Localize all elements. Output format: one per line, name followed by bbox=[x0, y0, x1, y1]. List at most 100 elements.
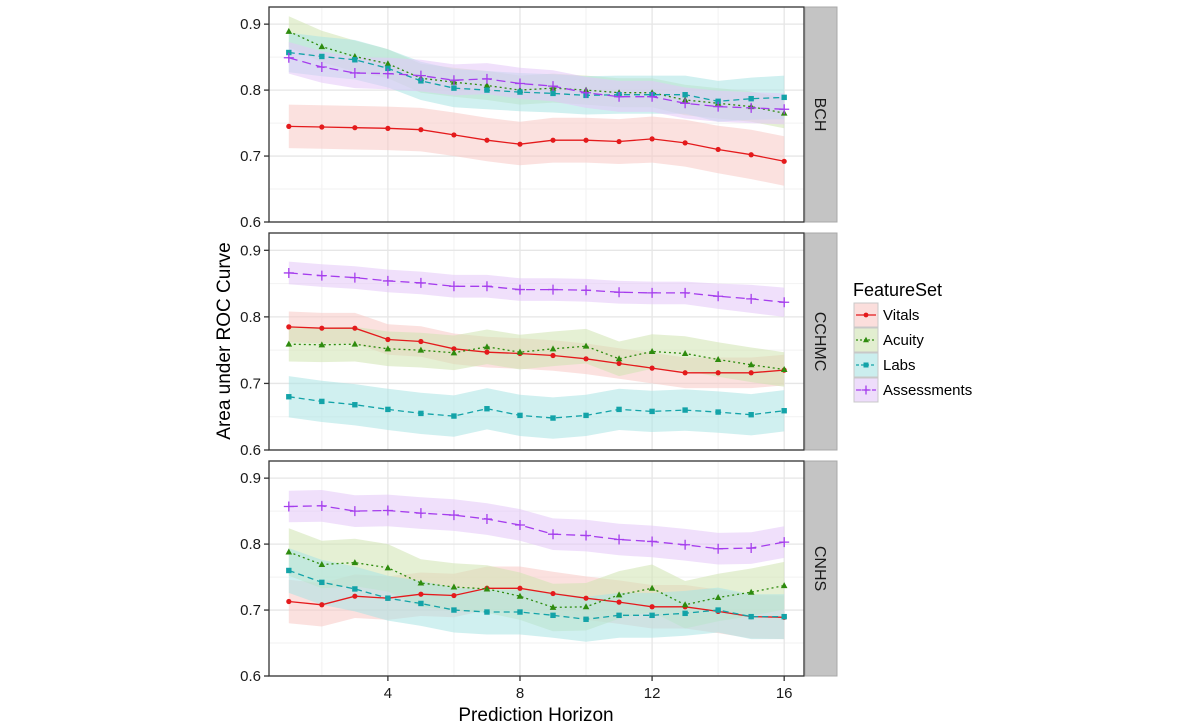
data-point-labs bbox=[517, 609, 523, 615]
data-point-vitals bbox=[451, 132, 457, 138]
data-point-acuity bbox=[285, 340, 293, 347]
series-assessments bbox=[283, 500, 790, 554]
data-point-acuity bbox=[780, 365, 788, 372]
data-point-assessments bbox=[316, 500, 327, 511]
data-point-assessments bbox=[382, 68, 393, 79]
data-point-vitals bbox=[550, 137, 556, 143]
data-point-assessments bbox=[581, 285, 592, 296]
legend-marker bbox=[863, 362, 869, 368]
data-point-labs bbox=[286, 394, 292, 400]
data-point-assessments bbox=[548, 284, 559, 295]
data-point-assessments bbox=[680, 539, 691, 550]
data-point-acuity bbox=[384, 60, 392, 67]
data-point-vitals bbox=[616, 360, 622, 367]
data-point-vitals bbox=[352, 593, 358, 599]
panel-border bbox=[268, 6, 805, 223]
data-point-labs bbox=[583, 412, 589, 419]
data-point-labs bbox=[319, 398, 325, 405]
data-point-vitals bbox=[748, 370, 754, 376]
data-point-assessments bbox=[746, 293, 757, 304]
data-point-labs bbox=[517, 412, 523, 419]
series-acuity bbox=[285, 340, 788, 372]
data-point-labs bbox=[715, 607, 721, 613]
y-tick-label: 0.7 bbox=[240, 602, 261, 619]
data-point-labs bbox=[484, 406, 490, 412]
data-point-vitals bbox=[319, 325, 325, 331]
data-point-labs bbox=[418, 600, 424, 607]
data-point-assessments bbox=[779, 104, 790, 115]
data-point-acuity bbox=[648, 347, 656, 354]
data-point-acuity bbox=[483, 81, 491, 88]
data-point-acuity bbox=[483, 343, 491, 350]
data-point-acuity bbox=[285, 27, 293, 34]
data-point-acuity bbox=[318, 43, 326, 50]
series-vitals bbox=[286, 123, 787, 164]
facet-panel-cchmc: 0.6 0.7 0.8 0.9 CCHMC bbox=[240, 232, 838, 459]
data-point-vitals bbox=[352, 125, 358, 131]
data-point-acuity bbox=[516, 348, 524, 355]
data-point-assessments bbox=[283, 267, 294, 278]
data-point-labs bbox=[715, 98, 721, 105]
data-point-labs bbox=[418, 78, 424, 84]
data-point-acuity bbox=[549, 603, 557, 610]
line-vitals bbox=[288, 125, 785, 162]
data-point-acuity bbox=[384, 564, 392, 571]
ribbon-labs bbox=[288, 376, 785, 439]
data-point-labs bbox=[781, 408, 787, 414]
y-tick-label: 0.6 bbox=[240, 668, 261, 685]
data-point-acuity bbox=[681, 349, 689, 356]
data-point-labs bbox=[616, 612, 622, 619]
data-point-vitals bbox=[649, 365, 655, 371]
data-point-labs bbox=[352, 402, 358, 408]
y-tick-label: 0.9 bbox=[240, 242, 261, 259]
data-point-acuity bbox=[318, 561, 326, 568]
data-point-acuity bbox=[450, 583, 458, 590]
data-point-labs bbox=[517, 89, 523, 95]
data-point-assessments bbox=[415, 508, 426, 519]
data-point-assessments bbox=[680, 287, 691, 298]
data-point-labs bbox=[550, 90, 556, 97]
data-point-labs bbox=[385, 65, 391, 72]
data-point-assessments bbox=[713, 101, 724, 112]
data-point-assessments bbox=[680, 98, 691, 109]
line-labs bbox=[288, 396, 785, 419]
data-point-assessments bbox=[647, 287, 658, 298]
data-point-acuity bbox=[549, 345, 557, 352]
data-point-assessments bbox=[316, 62, 327, 73]
data-point-vitals bbox=[583, 595, 589, 601]
data-point-vitals bbox=[418, 338, 424, 345]
data-point-assessments bbox=[514, 519, 525, 530]
x-tick-label: 8 bbox=[516, 685, 524, 702]
data-point-vitals bbox=[517, 141, 523, 147]
data-point-assessments bbox=[713, 291, 724, 302]
data-point-labs bbox=[451, 607, 457, 613]
data-point-vitals bbox=[319, 602, 325, 608]
data-point-vitals bbox=[715, 370, 721, 376]
data-point-vitals bbox=[517, 585, 523, 591]
y-tick-label: 0.8 bbox=[240, 82, 261, 99]
data-point-assessments bbox=[647, 536, 658, 547]
data-point-vitals bbox=[649, 604, 655, 610]
data-point-labs bbox=[352, 586, 358, 592]
data-point-labs bbox=[319, 579, 325, 586]
legend-item-labs: Labs bbox=[853, 352, 916, 378]
data-point-assessments bbox=[283, 52, 294, 63]
data-point-vitals bbox=[616, 138, 622, 145]
data-point-vitals bbox=[286, 324, 292, 330]
y-axis-title: Area under ROC Curve bbox=[214, 242, 235, 439]
data-point-assessments bbox=[481, 514, 492, 525]
data-point-vitals bbox=[418, 591, 424, 597]
data-point-acuity bbox=[681, 601, 689, 608]
data-point-vitals bbox=[319, 124, 325, 130]
series-assessments bbox=[283, 267, 790, 308]
data-point-vitals bbox=[583, 356, 589, 362]
data-point-vitals bbox=[286, 123, 292, 129]
ribbon-acuity bbox=[288, 326, 785, 387]
data-point-assessments bbox=[614, 91, 625, 102]
data-point-acuity bbox=[450, 349, 458, 356]
data-point-labs bbox=[484, 87, 490, 93]
facet-strip bbox=[804, 232, 838, 451]
facet-panel-bch: 0.6 0.7 0.8 0.9 BCH bbox=[240, 6, 838, 231]
data-point-assessments bbox=[316, 270, 327, 281]
